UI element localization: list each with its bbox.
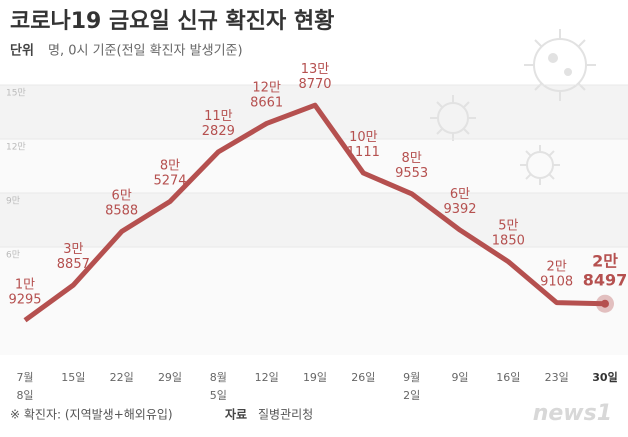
x-tick-label: 9일	[451, 370, 468, 384]
chart-title: 코로나19 금요일 신규 확진자 현황	[10, 9, 334, 34]
data-label: 1만 9295	[8, 277, 41, 307]
data-label: 2만 8497	[583, 251, 628, 289]
x-tick-label: 19일	[303, 370, 327, 384]
data-label: 6만 8588	[105, 188, 138, 218]
virus-decoration	[430, 29, 596, 185]
x-tick-label: 9월 2일	[403, 371, 420, 402]
data-label: 6만 9392	[443, 187, 476, 217]
band	[0, 85, 628, 139]
y-tick-label: 9만	[6, 196, 20, 207]
data-label: 13만 8770	[298, 62, 331, 92]
data-label: 12만 8661	[250, 80, 283, 110]
unit-label: 단위	[10, 43, 34, 59]
x-tick-label: 16일	[496, 370, 520, 384]
x-tick-label: 8월 5일	[210, 371, 227, 402]
y-tick-label: 15만	[6, 88, 26, 99]
end-point	[601, 299, 609, 308]
x-tick-label: 7월 8일	[16, 371, 33, 402]
data-label: 5만 1850	[492, 218, 525, 248]
x-tick-label: 23일	[545, 370, 569, 384]
y-tick-label: 6만	[6, 250, 20, 261]
bands	[0, 85, 628, 355]
x-tick-label: 12일	[255, 370, 279, 384]
x-tick-label: 30일	[592, 370, 617, 384]
data-label: 8만 5274	[153, 158, 186, 188]
band	[0, 247, 628, 355]
x-tick-label: 15일	[61, 370, 85, 384]
logo: news1	[533, 401, 612, 426]
unit-text: 명, 0시 기준(전일 확진자 발생기준)	[48, 44, 243, 59]
line	[23, 102, 606, 323]
data-label: 8만 9553	[395, 150, 428, 180]
data-label: 2만 9108	[540, 259, 573, 289]
band	[0, 193, 628, 247]
note: ※ 확진자: (지역발생+해외유입)	[10, 408, 173, 422]
source-label: 자료	[225, 407, 247, 422]
source: 질병관리청	[258, 408, 313, 422]
x-tick-label: 29일	[158, 370, 182, 384]
data-label: 11만 2829	[202, 108, 235, 138]
y-tick-label: 12만	[6, 142, 26, 153]
x-tick-label: 26일	[351, 370, 375, 384]
x-tick-label: 22일	[110, 370, 134, 384]
band	[0, 139, 628, 193]
data-label: 3만 8857	[57, 242, 90, 272]
data-label: 10만 1111	[347, 130, 380, 160]
